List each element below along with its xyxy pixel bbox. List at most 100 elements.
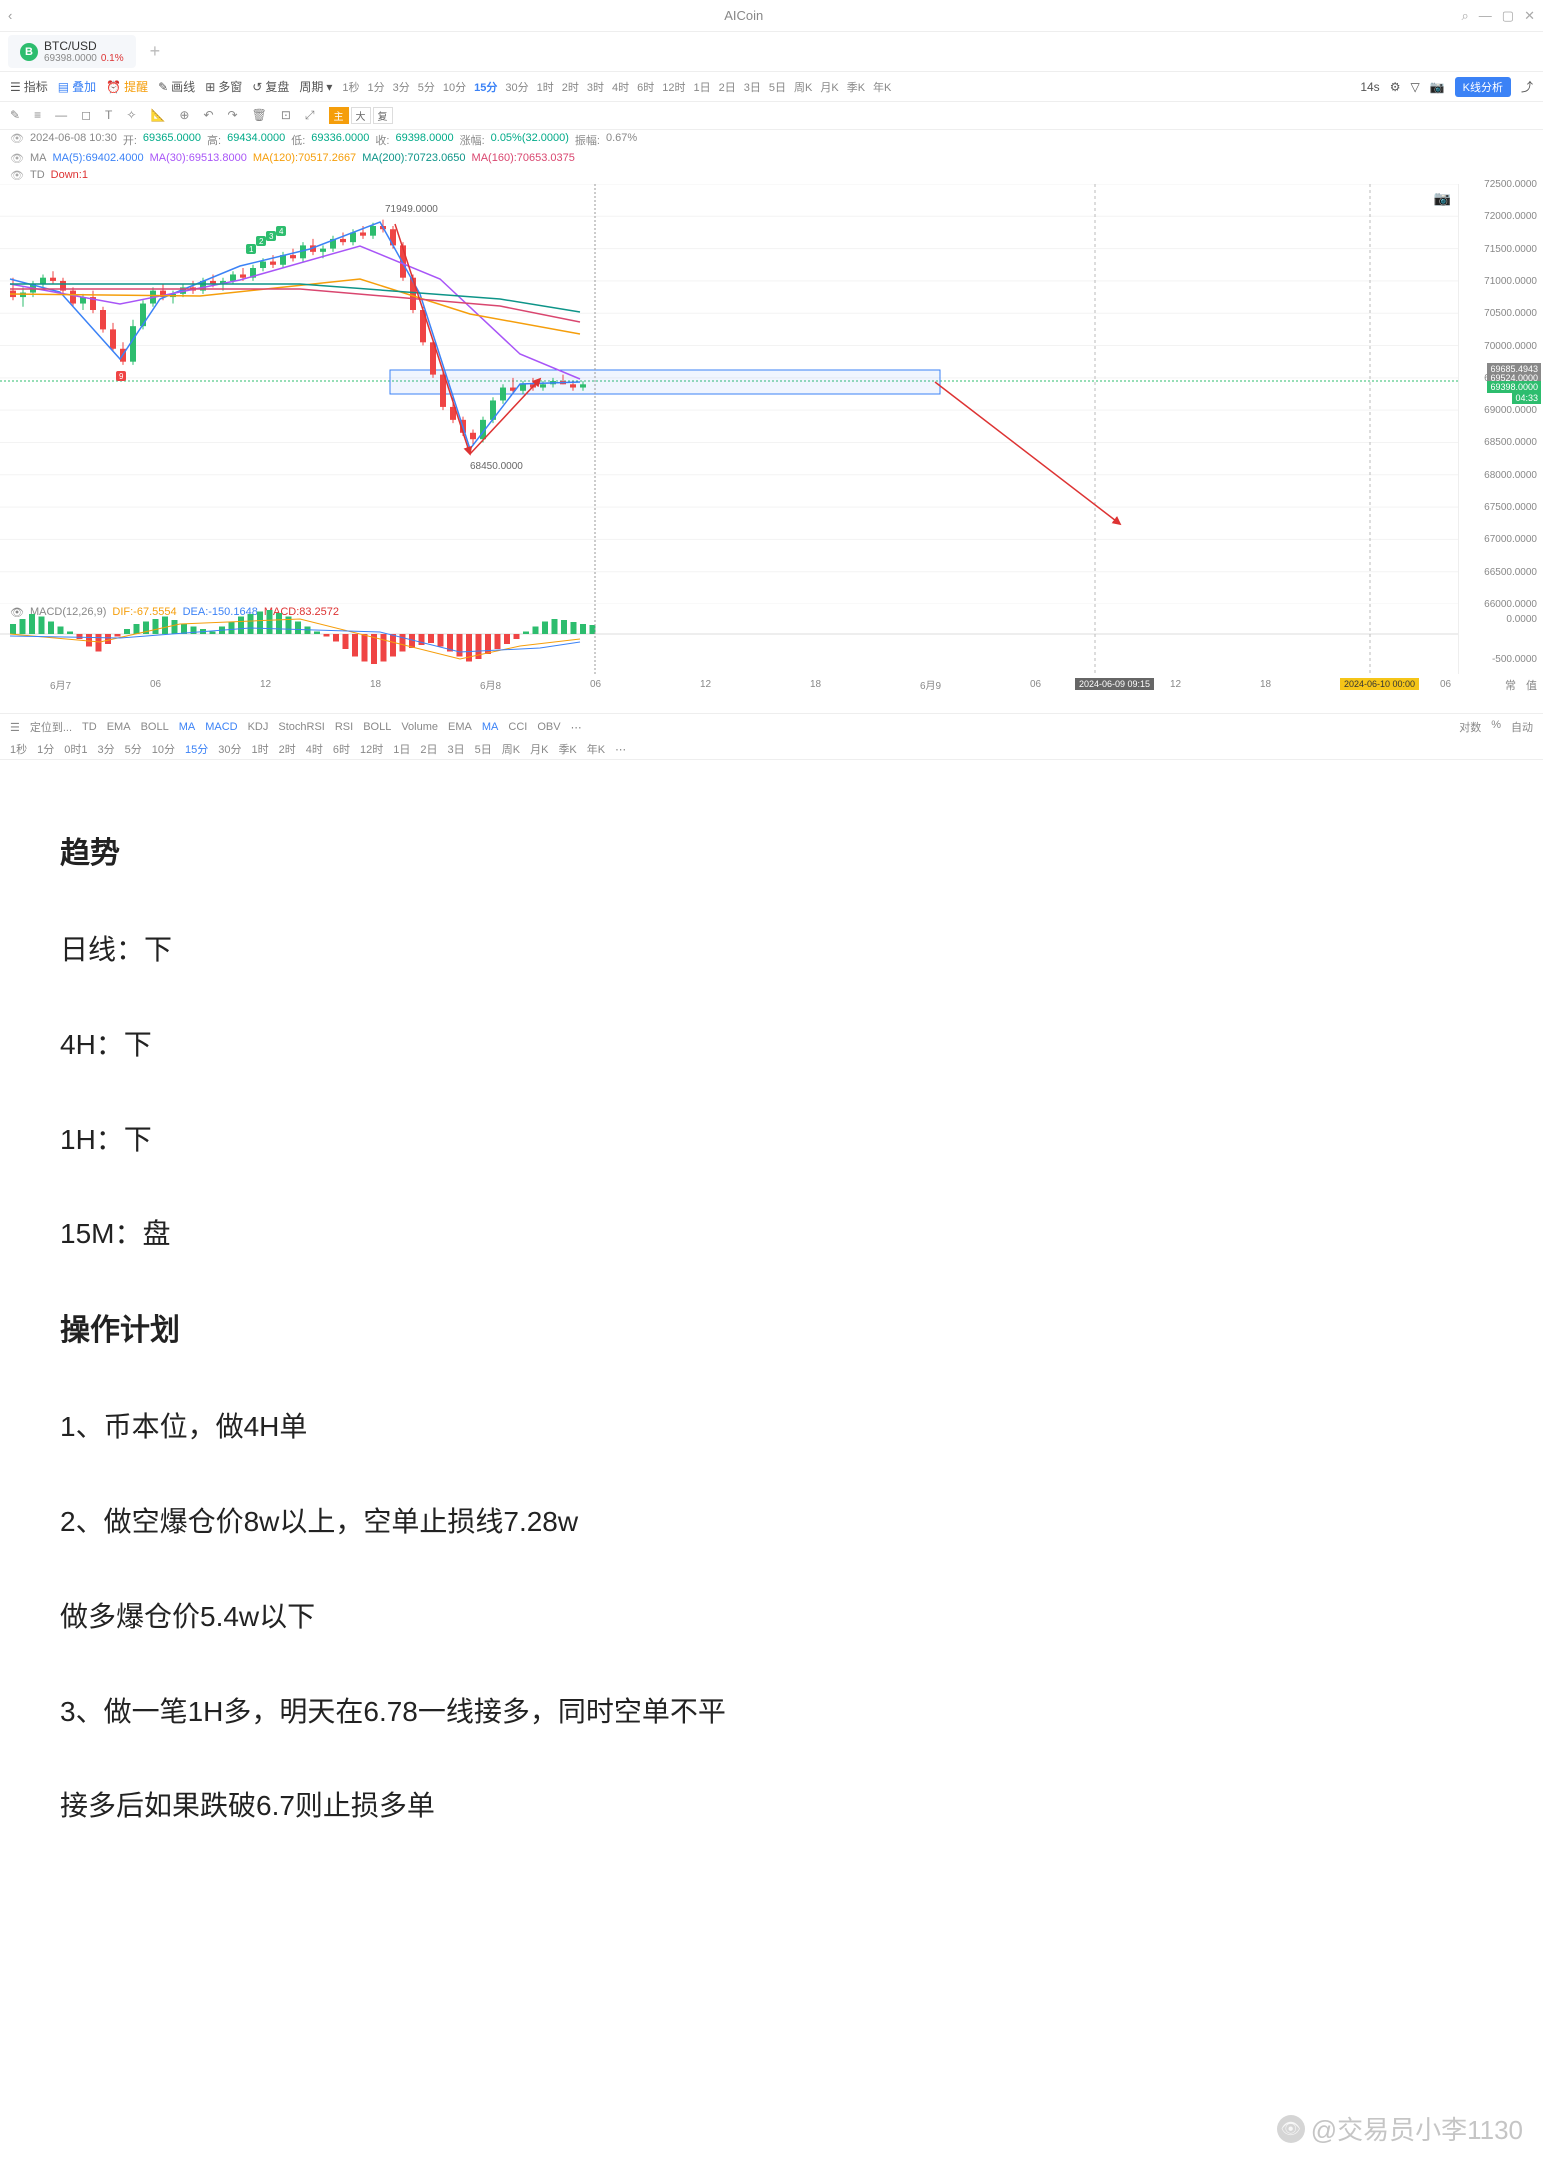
- timeframe-2日[interactable]: 2日: [719, 79, 736, 95]
- auto-toggle[interactable]: 自动: [1511, 719, 1533, 735]
- tf2-10分[interactable]: 10分: [152, 741, 175, 757]
- draw-tool-3[interactable]: ◻: [81, 108, 91, 123]
- timeframe-1分[interactable]: 1分: [368, 79, 385, 95]
- draw-tool-9[interactable]: ↷: [228, 108, 238, 123]
- multi-button[interactable]: ⊞ 多窗: [205, 78, 242, 95]
- tf2-2日[interactable]: 2日: [420, 741, 437, 757]
- indicator-StochRSI[interactable]: StochRSI: [278, 721, 324, 733]
- tf2-年K[interactable]: 年K: [587, 741, 605, 757]
- macd-chart[interactable]: [0, 604, 1458, 674]
- draw-tool-4[interactable]: T: [105, 108, 112, 123]
- tf2-1分[interactable]: 1分: [37, 741, 54, 757]
- overlay-button[interactable]: ▤ 叠加: [58, 78, 96, 95]
- tf2-周K[interactable]: 周K: [502, 741, 520, 757]
- indicator-RSI[interactable]: RSI: [335, 721, 353, 733]
- corner-1[interactable]: 常: [1505, 677, 1516, 693]
- tf2-30分[interactable]: 30分: [218, 741, 241, 757]
- tf2-15分[interactable]: 15分: [185, 741, 208, 757]
- main-chart[interactable]: 71949.000068450.000012349: [0, 184, 1458, 604]
- timeframe-年K[interactable]: 年K: [873, 79, 891, 95]
- draw-tool-0[interactable]: ✎: [10, 108, 20, 123]
- timeframe-10分[interactable]: 10分: [443, 79, 466, 95]
- tf2-3日[interactable]: 3日: [448, 741, 465, 757]
- tf2-5分[interactable]: 5分: [125, 741, 142, 757]
- timeframe-5分[interactable]: 5分: [418, 79, 435, 95]
- tf2-月K[interactable]: 月K: [530, 741, 548, 757]
- corner-2[interactable]: 值: [1526, 677, 1537, 693]
- filter-icon[interactable]: ▽: [1410, 80, 1419, 94]
- indicator-OBV[interactable]: OBV: [537, 721, 560, 733]
- alert-button[interactable]: ⏰ 提醒: [106, 78, 148, 95]
- replay-button[interactable]: ↺ 复盘: [252, 78, 289, 95]
- tf2-6时[interactable]: 6时: [333, 741, 350, 757]
- indicator-EMA[interactable]: EMA: [448, 721, 472, 733]
- search-icon[interactable]: ⌕: [1462, 8, 1469, 24]
- tf-more-icon[interactable]: ⋯: [615, 743, 626, 756]
- eye-icon[interactable]: 👁: [10, 152, 24, 165]
- zoom-reset[interactable]: 复: [373, 107, 393, 124]
- pct-toggle[interactable]: %: [1491, 719, 1501, 735]
- tf2-1日[interactable]: 1日: [393, 741, 410, 757]
- timeframe-1时[interactable]: 1时: [537, 79, 554, 95]
- eye-icon[interactable]: 👁: [10, 132, 24, 148]
- timeframe-周K[interactable]: 周K: [794, 79, 812, 95]
- timeframe-3日[interactable]: 3日: [744, 79, 761, 95]
- timeframe-2时[interactable]: 2时: [562, 79, 579, 95]
- draw-tool-8[interactable]: ↶: [203, 108, 213, 123]
- close-icon[interactable]: ✕: [1524, 8, 1535, 24]
- settings-icon[interactable]: ⚙: [1390, 80, 1401, 94]
- timeframe-季K[interactable]: 季K: [847, 79, 865, 95]
- timeframe-4时[interactable]: 4时: [612, 79, 629, 95]
- draw-button[interactable]: ✎ 画线: [158, 78, 195, 95]
- indicator-BOLL[interactable]: BOLL: [141, 721, 169, 733]
- maximize-icon[interactable]: ▢: [1502, 8, 1514, 24]
- back-icon[interactable]: ‹: [8, 8, 26, 23]
- pair-tab[interactable]: B BTC/USD 69398.0000 0.1%: [8, 35, 136, 68]
- indicator-MA[interactable]: MA: [179, 721, 196, 733]
- draw-tool-1[interactable]: ≡: [34, 108, 41, 123]
- draw-tool-12[interactable]: ⤢: [305, 108, 315, 123]
- timeframe-月K[interactable]: 月K: [820, 79, 838, 95]
- timeframe-1日[interactable]: 1日: [694, 79, 711, 95]
- tf2-5日[interactable]: 5日: [475, 741, 492, 757]
- draw-tool-10[interactable]: 🗑: [252, 108, 267, 123]
- tf2-季K[interactable]: 季K: [558, 741, 576, 757]
- draw-tool-7[interactable]: ⊕: [179, 108, 189, 123]
- zoom-big[interactable]: 大: [351, 107, 371, 124]
- timeframe-3分[interactable]: 3分: [393, 79, 410, 95]
- locate-button[interactable]: 定位到...: [30, 719, 72, 735]
- indicator-TD[interactable]: TD: [82, 721, 97, 733]
- tf2-1时[interactable]: 1时: [252, 741, 269, 757]
- timeframe-6时[interactable]: 6时: [637, 79, 654, 95]
- share-icon[interactable]: ⤴: [1521, 78, 1533, 95]
- zoom-main[interactable]: 主: [329, 107, 349, 124]
- kline-analysis-button[interactable]: K线分析: [1455, 77, 1511, 97]
- indicator-Volume[interactable]: Volume: [401, 721, 438, 733]
- indicator-button[interactable]: ☰ 指标: [10, 78, 48, 95]
- cycle-button[interactable]: 周期 ▾: [299, 78, 332, 95]
- timeframe-1秒[interactable]: 1秒: [342, 79, 359, 95]
- log-toggle[interactable]: 对数: [1459, 719, 1481, 735]
- camera-icon[interactable]: 📷: [1430, 80, 1445, 94]
- indicator-BOLL[interactable]: BOLL: [363, 721, 391, 733]
- draw-tool-6[interactable]: 📐: [150, 108, 165, 123]
- tf2-12时[interactable]: 12时: [360, 741, 383, 757]
- indicator-MACD[interactable]: MACD: [205, 721, 237, 733]
- draw-tool-5[interactable]: ✧: [126, 108, 136, 123]
- minimize-icon[interactable]: —: [1479, 8, 1492, 24]
- tf2-3分[interactable]: 3分: [98, 741, 115, 757]
- indicator-KDJ[interactable]: KDJ: [248, 721, 269, 733]
- tf2-2时[interactable]: 2时: [279, 741, 296, 757]
- draw-tool-2[interactable]: —: [55, 108, 67, 123]
- eye-icon[interactable]: 👁: [10, 169, 24, 182]
- timeframe-30分[interactable]: 30分: [505, 79, 528, 95]
- draw-tool-11[interactable]: ⊡: [281, 108, 291, 123]
- indicator-EMA[interactable]: EMA: [107, 721, 131, 733]
- tf2-1秒[interactable]: 1秒: [10, 741, 27, 757]
- more-icon[interactable]: ⋯: [571, 721, 582, 734]
- indicator-MA[interactable]: MA: [482, 721, 499, 733]
- timeframe-12时[interactable]: 12时: [662, 79, 685, 95]
- add-tab-button[interactable]: +: [142, 41, 169, 62]
- timeframe-3时[interactable]: 3时: [587, 79, 604, 95]
- timeframe-5日[interactable]: 5日: [769, 79, 786, 95]
